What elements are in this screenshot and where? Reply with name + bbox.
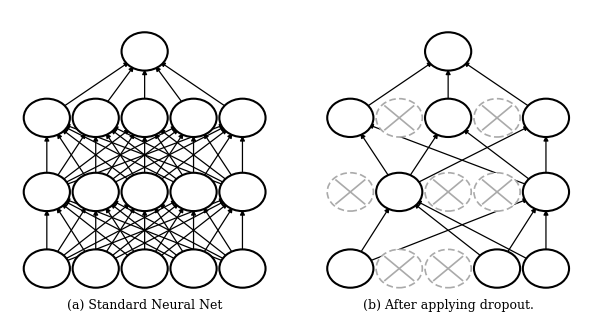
Ellipse shape	[376, 173, 422, 211]
Ellipse shape	[425, 249, 471, 288]
Ellipse shape	[73, 99, 119, 137]
Ellipse shape	[171, 249, 217, 288]
Ellipse shape	[121, 32, 168, 71]
Ellipse shape	[219, 99, 265, 137]
Ellipse shape	[376, 99, 422, 137]
Ellipse shape	[121, 99, 168, 137]
Ellipse shape	[474, 249, 520, 288]
Ellipse shape	[24, 173, 70, 211]
Ellipse shape	[376, 249, 422, 288]
Ellipse shape	[425, 173, 471, 211]
Ellipse shape	[327, 99, 373, 137]
Ellipse shape	[73, 249, 119, 288]
Ellipse shape	[425, 99, 471, 137]
Ellipse shape	[219, 173, 265, 211]
Ellipse shape	[24, 99, 70, 137]
Ellipse shape	[24, 249, 70, 288]
Ellipse shape	[327, 173, 373, 211]
Ellipse shape	[474, 99, 520, 137]
Ellipse shape	[171, 173, 217, 211]
Ellipse shape	[523, 249, 569, 288]
Ellipse shape	[425, 32, 471, 71]
Ellipse shape	[219, 249, 265, 288]
Ellipse shape	[171, 99, 217, 137]
Text: (a) Standard Neural Net: (a) Standard Neural Net	[67, 299, 222, 312]
Ellipse shape	[474, 173, 520, 211]
Ellipse shape	[121, 173, 168, 211]
Text: (b) After applying dropout.: (b) After applying dropout.	[363, 299, 534, 312]
Ellipse shape	[523, 173, 569, 211]
Ellipse shape	[327, 249, 373, 288]
Ellipse shape	[73, 173, 119, 211]
Ellipse shape	[523, 99, 569, 137]
Ellipse shape	[121, 249, 168, 288]
